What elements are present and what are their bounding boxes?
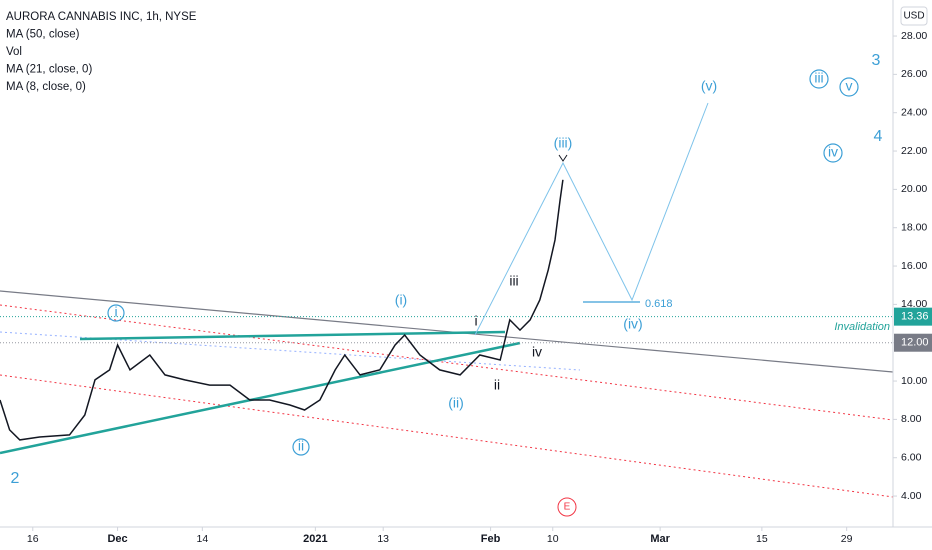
y-tick-label: 20.00 <box>901 183 927 195</box>
wave-circle <box>839 77 859 97</box>
wave-circle <box>823 143 843 163</box>
y-tick-label: 26.00 <box>901 68 927 80</box>
x-tick-label: Mar <box>650 533 670 545</box>
wave-label: (iii) <box>554 135 573 151</box>
wave-label: i <box>114 304 117 320</box>
trend-line <box>0 290 894 373</box>
wave-label: i <box>474 313 477 329</box>
projection <box>474 102 709 336</box>
wave-label: (i) <box>395 292 407 308</box>
wave-label: iii <box>814 70 823 86</box>
invalidation-label: Invalidation <box>834 321 890 333</box>
y-tick-label: 24.00 <box>901 106 927 118</box>
y-tick-label: 10.00 <box>901 375 927 387</box>
neckline <box>79 330 506 341</box>
x-tick-label: 13 <box>377 533 389 545</box>
wave-circle <box>809 69 829 89</box>
y-tick-label: 22.00 <box>901 145 927 157</box>
y-tick-label: 28.00 <box>901 30 927 42</box>
fib-label: 0.618 <box>645 298 673 310</box>
annotations: i ii (i) (ii) i ii iii iv (iii) (iv) (v)… <box>11 52 890 517</box>
support-line <box>0 341 521 455</box>
wave-label: v <box>846 78 853 94</box>
legend-item: Vol <box>6 46 22 58</box>
y-tick-label: 18.00 <box>901 221 927 233</box>
channel-line <box>0 304 894 421</box>
x-tick-label: Dec <box>107 533 127 545</box>
wave-label: ii <box>298 438 304 454</box>
x-tick-label: Feb <box>481 533 501 545</box>
wave-circle <box>292 438 310 456</box>
wave-label: 4 <box>874 128 883 145</box>
price-tag <box>894 307 932 326</box>
legend-item: MA (8, close, 0) <box>6 81 86 93</box>
wave-label: (v) <box>701 78 717 94</box>
price-line-series <box>0 179 564 441</box>
y-tick-label: 8.00 <box>901 413 922 425</box>
marker <box>558 154 568 162</box>
wave-circle <box>107 304 125 322</box>
drawings <box>0 102 894 498</box>
wave-label: ii <box>494 377 500 393</box>
wave-label: iv <box>828 144 838 160</box>
wave-label: iv <box>532 344 542 360</box>
earnings-circle <box>557 497 577 517</box>
x-tick-label: 16 <box>27 533 39 545</box>
y-tick-label: 6.00 <box>901 452 922 464</box>
wave-label: (ii) <box>448 395 464 411</box>
x-tick-label: 29 <box>841 533 853 545</box>
x-tick-label: 10 <box>547 533 559 545</box>
y-tick-label: 16.00 <box>901 260 927 272</box>
legend-item: MA (21, close, 0) <box>6 64 92 76</box>
legend-title: AURORA CANNABIS INC, 1h, NYSE <box>6 11 197 23</box>
x-tick-label: 2021 <box>303 533 327 545</box>
y-tick-label: 12.00 <box>901 337 929 349</box>
price-tag <box>894 333 932 352</box>
wave-label: 3 <box>872 52 881 69</box>
y-tick-label: 4.00 <box>901 490 922 502</box>
wave-label: iii <box>509 273 518 289</box>
currency-box[interactable] <box>900 6 928 26</box>
price-label: 13.36 <box>901 311 929 323</box>
channel-line <box>0 374 894 498</box>
x-tick-label: 14 <box>196 533 208 545</box>
wave-label: (iv) <box>623 316 642 332</box>
x-tick-label: 15 <box>756 533 768 545</box>
earnings-label: E <box>564 502 571 513</box>
wave-label: 2 <box>11 470 20 487</box>
currency[interactable]: USD <box>903 11 924 22</box>
legend-item: MA (50, close) <box>6 29 80 41</box>
y-tick-label: 14.00 <box>901 298 927 310</box>
